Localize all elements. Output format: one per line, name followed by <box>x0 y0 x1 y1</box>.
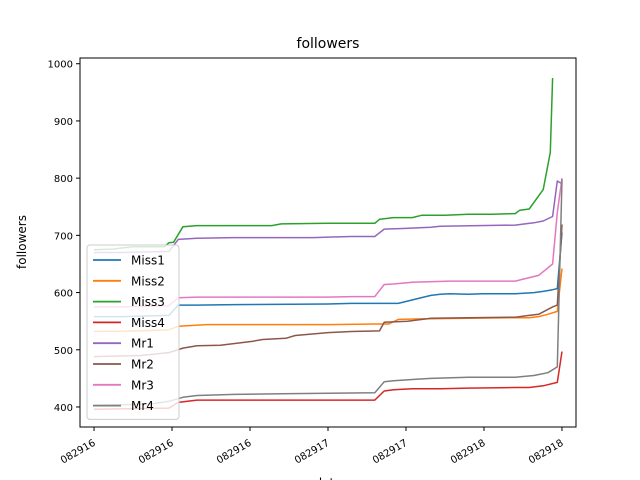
legend-entry-mr2: Mr2 <box>131 358 154 372</box>
series-line-mr1 <box>94 180 563 254</box>
legend-entry-mr4: Mr4 <box>131 399 154 413</box>
y-tick-label: 1000 <box>48 60 73 71</box>
x-axis-label: date <box>314 476 341 480</box>
y-axis-label: followers <box>15 215 29 269</box>
legend-entry-mr3: Mr3 <box>131 378 154 392</box>
series-line-miss1 <box>94 232 563 318</box>
series-line-miss3 <box>93 77 554 251</box>
series-line-mr4 <box>93 179 563 407</box>
y-tick-label: 600 <box>54 289 73 300</box>
y-tick-label: 700 <box>54 231 73 242</box>
y-tick-label: 800 <box>54 174 73 185</box>
legend: Miss1 Miss2 Miss3 Miss4 Mr1 Mr2 Mr3 Mr4 <box>86 244 180 420</box>
y-axis: 400 500 600 700 800 900 1000 <box>48 60 80 414</box>
legend-entry-mr1: Mr1 <box>131 337 154 351</box>
chart-title: followers <box>297 36 360 52</box>
series-line-miss4 <box>93 351 563 411</box>
y-tick-label: 400 <box>54 403 73 414</box>
legend-entry-miss2: Miss2 <box>131 274 165 288</box>
legend-entry-miss3: Miss3 <box>131 295 165 309</box>
y-tick-label: 500 <box>54 346 73 357</box>
series-layer <box>93 77 563 411</box>
series-line-mr2 <box>93 224 563 358</box>
legend-entry-miss4: Miss4 <box>131 316 165 330</box>
legend-box <box>86 244 180 420</box>
y-tick-label: 900 <box>54 117 73 128</box>
legend-entry-miss1: Miss1 <box>131 254 165 268</box>
